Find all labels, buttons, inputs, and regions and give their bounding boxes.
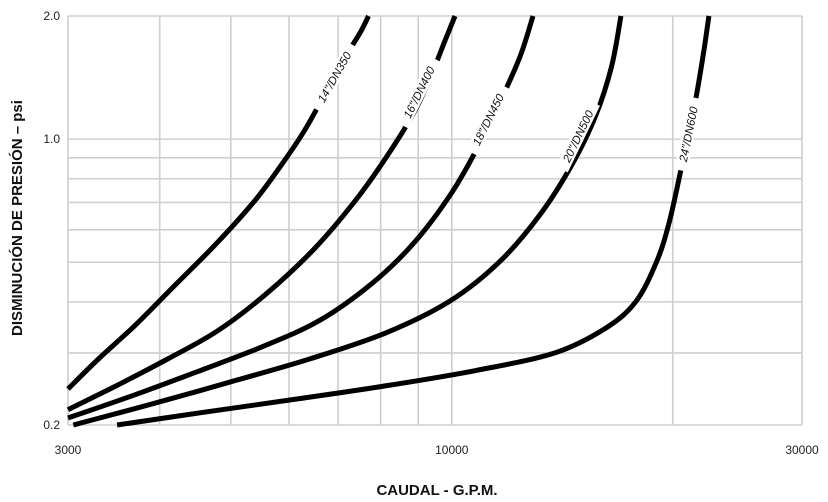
x-axis-title: CAUDAL - G.P.M. (376, 482, 497, 499)
curve-label-4: 24"/DN600 (678, 105, 701, 164)
curves (66, 14, 712, 428)
curve-label-1: 16"/DN400 (402, 65, 438, 121)
curve-label-bg-4 (674, 96, 703, 172)
curve-labels: 14"/DN350 16"/DN400 18"/DN450 20"/DN500 24"/… (310, 41, 703, 173)
curve-series-1 (66, 15, 458, 412)
x-tick-label-1: 10000 (435, 443, 469, 457)
curve-series-3 (72, 15, 624, 428)
curve-series-4 (116, 15, 712, 428)
curve-series-2 (67, 15, 536, 421)
grid (67, 15, 803, 426)
curve-label-bg-0 (310, 41, 359, 113)
x-tick-label-0: 3000 (55, 443, 82, 457)
y-tick-label-1: 1.0 (43, 132, 60, 146)
x-tick-label-2: 30000 (785, 443, 819, 457)
y-tick-label-2: 2.0 (43, 9, 60, 23)
x-tick-labels: 3000 10000 30000 (55, 443, 819, 457)
curve-label-0: 14"/DN350 (316, 50, 354, 105)
curve-label-bg-1 (396, 56, 442, 129)
y-tick-labels: 0.2 1.0 2.0 (43, 9, 60, 432)
y-axis-title: DISMINUCIÓN DE PRESIÓN – psi (8, 100, 26, 336)
curve-label-bg-3 (556, 100, 600, 173)
y-tick-label-0: 0.2 (43, 418, 60, 432)
curve-label-bg-2 (465, 83, 511, 156)
